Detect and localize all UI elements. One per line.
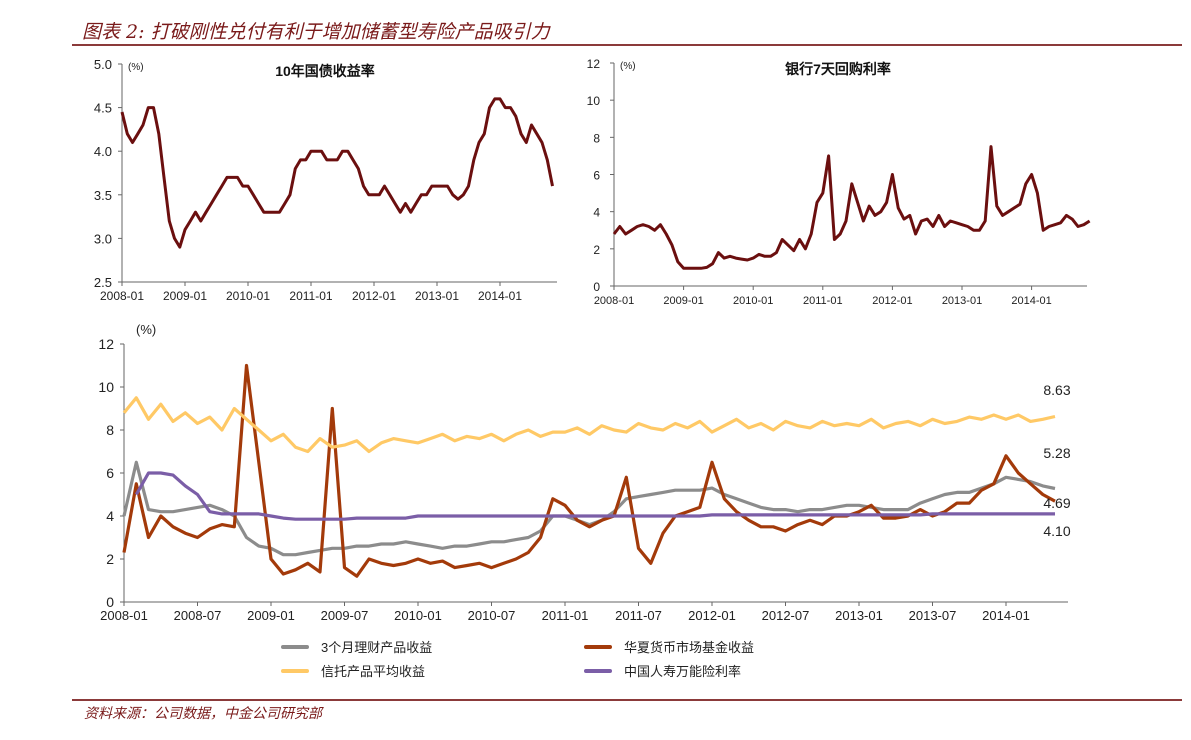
x-tick-label: 2013-01 — [415, 289, 459, 303]
x-tick-label: 2010-07 — [468, 608, 516, 623]
y-tick-label: 10 — [98, 379, 114, 395]
y-tick-label: 5.0 — [94, 57, 112, 72]
x-tick-label: 2012-01 — [688, 608, 736, 623]
y-tick-label: 6 — [106, 465, 114, 481]
legend-label: 华夏货币市场基金收益 — [624, 640, 755, 655]
series-line-2 — [122, 363, 1056, 578]
y-tick-label: 2 — [593, 243, 600, 257]
series-line-1 — [122, 460, 1056, 557]
series-line-4 — [134, 471, 1055, 521]
legend-swatch — [584, 668, 612, 673]
x-tick-label: 2012-01 — [872, 295, 912, 307]
x-tick-label: 2010-01 — [226, 289, 270, 303]
x-tick-label: 2009-01 — [163, 289, 207, 303]
x-tick-label: 2014-01 — [478, 289, 522, 303]
x-tick-label: 2008-01 — [594, 295, 634, 307]
y-tick-label: 4 — [593, 206, 600, 220]
y-tick-label: 2 — [106, 551, 114, 567]
end-value-label: 4.10 — [1043, 523, 1070, 539]
legend-label: 3个月理财产品收益 — [321, 640, 433, 655]
x-tick-label: 2010-01 — [394, 608, 442, 623]
y-tick-label: 0 — [593, 280, 600, 294]
y-tick-label: 6 — [593, 169, 600, 183]
x-tick-label: 2011-01 — [542, 608, 589, 623]
x-tick-label: 2009-01 — [663, 295, 703, 307]
legend-label: 信托产品平均收益 — [321, 664, 426, 679]
y-tick-label: 8 — [593, 131, 600, 145]
figure-title: 图表 2: 打破刚性兑付有利于增加储蓄型寿险产品吸引力 — [82, 21, 550, 43]
legend-swatch — [584, 644, 612, 649]
x-tick-label: 2013-01 — [942, 295, 982, 307]
x-tick-label: 2014-01 — [982, 608, 1030, 623]
x-tick-label: 2012-07 — [762, 608, 810, 623]
unit-label: (%) — [136, 322, 156, 337]
y-tick-label: 4 — [106, 508, 114, 524]
chart-title: 10年国债收益率 — [275, 63, 375, 79]
y-tick-label: 12 — [98, 336, 114, 352]
unit-label: (%) — [128, 62, 144, 73]
x-tick-label: 2009-01 — [247, 608, 295, 623]
series-line-1 — [120, 97, 554, 249]
x-tick-label: 2014-01 — [1011, 295, 1051, 307]
legend-item-money-fund: 华夏货币市场基金收益 — [584, 637, 754, 656]
x-tick-label: 2008-01 — [100, 289, 144, 303]
series-line-1 — [612, 145, 1091, 270]
x-tick-label: 2013-07 — [909, 608, 957, 623]
legend-swatch — [281, 644, 309, 649]
y-tick-label: 2.5 — [94, 275, 112, 290]
x-tick-label: 2010-01 — [733, 295, 773, 307]
x-tick-label: 2011-07 — [615, 608, 662, 623]
x-tick-label: 2008-07 — [174, 608, 222, 623]
legend-label: 中国人寿万能险利率 — [624, 664, 742, 679]
legend-item-trust: 信托产品平均收益 — [281, 661, 425, 680]
y-tick-label: 4.5 — [94, 101, 112, 116]
y-tick-label: 12 — [587, 57, 601, 71]
source-note: 资料来源：公司数据，中金公司研究部 — [84, 706, 322, 722]
x-tick-label: 2011-01 — [803, 295, 843, 307]
x-tick-label: 2012-01 — [352, 289, 396, 303]
y-tick-label: 4.0 — [94, 144, 112, 159]
chart-title: 银行7天回购利率 — [785, 61, 891, 77]
legend-item-universal-life: 中国人寿万能险利率 — [584, 661, 741, 680]
x-tick-label: 2008-01 — [100, 608, 148, 623]
y-tick-label: 3.5 — [94, 188, 112, 203]
legend-swatch — [281, 668, 309, 673]
x-tick-label: 2009-07 — [321, 608, 369, 623]
y-tick-label: 10 — [587, 94, 601, 108]
legend-item-3m-wealth: 3个月理财产品收益 — [281, 637, 432, 656]
x-tick-label: 2011-01 — [289, 289, 332, 303]
y-tick-label: 0 — [106, 594, 114, 610]
unit-label: (%) — [620, 61, 636, 72]
end-value-label: 5.28 — [1043, 445, 1070, 461]
y-tick-label: 8 — [106, 422, 114, 438]
end-value-label: 8.63 — [1043, 382, 1070, 398]
title-divider — [72, 44, 1182, 46]
series-line-3 — [122, 396, 1056, 454]
x-tick-label: 2013-01 — [835, 608, 883, 623]
y-tick-label: 3.0 — [94, 231, 112, 246]
end-value-label: 4.69 — [1043, 495, 1070, 511]
footer-divider — [72, 699, 1182, 701]
